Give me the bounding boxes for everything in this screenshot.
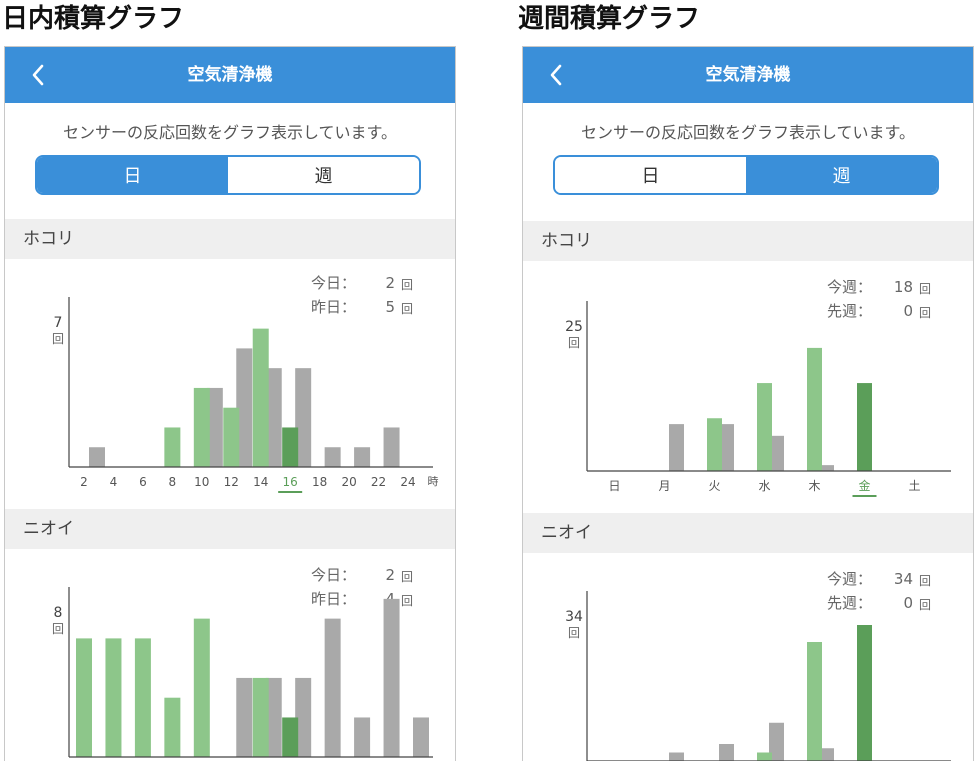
right-phone-screen: 空気清浄機 センサーの反応回数をグラフ表示しています。 日 週 ホコリ 今週： … xyxy=(522,46,974,761)
nav-title: 空気清浄機 xyxy=(5,47,455,103)
x-tick-label: 8 xyxy=(169,475,177,489)
x-tick-label: 24 xyxy=(400,475,415,489)
left-phone-screen: 空気清浄機 センサーの反応回数をグラフ表示しています。 日 週 ホコリ 今日： … xyxy=(4,46,456,761)
bar-gray xyxy=(89,447,105,467)
x-tick-label: 20 xyxy=(341,475,356,489)
x-tick-label: 2 xyxy=(80,475,88,489)
right-heading: 週間積算グラフ xyxy=(518,2,700,36)
x-tick-label: 18 xyxy=(312,475,327,489)
description: センサーの反応回数をグラフ表示しています。 xyxy=(523,119,973,143)
bar-green xyxy=(105,638,121,757)
x-tick-label: 土 xyxy=(908,479,920,493)
bar-green xyxy=(253,329,269,467)
section-dust: ホコリ xyxy=(5,219,455,259)
x-tick-label: 6 xyxy=(139,475,147,489)
stat-label: 今週： xyxy=(827,275,872,299)
bar-green xyxy=(807,642,822,761)
bar-green xyxy=(857,625,872,761)
x-tick-label: 日 xyxy=(608,479,620,493)
bar-green xyxy=(282,427,298,467)
stat-label: 今日： xyxy=(311,271,356,295)
bar-gray xyxy=(413,717,429,757)
nav-bar: 空気清浄機 xyxy=(5,47,455,103)
bar-gray xyxy=(384,599,400,757)
x-tick-label: 月 xyxy=(658,479,670,493)
section-odor: ニオイ xyxy=(5,509,455,549)
bar-green xyxy=(253,678,269,757)
bar-gray xyxy=(354,717,370,757)
period-segmented-control: 日 週 xyxy=(553,155,939,195)
x-tick-label: 10 xyxy=(194,475,209,489)
bar-green xyxy=(164,698,180,757)
stat-value: 2 xyxy=(385,271,395,295)
nav-title: 空気清浄機 xyxy=(523,47,973,103)
bar-gray xyxy=(325,447,341,467)
section-odor: ニオイ xyxy=(523,513,973,553)
period-segmented-control: 日 週 xyxy=(35,155,421,195)
dust-weekly-chart: 日月火水木金土 xyxy=(523,297,973,497)
bar-green xyxy=(707,418,722,471)
x-tick-label: 16 xyxy=(283,475,298,489)
bar-green xyxy=(757,383,772,471)
segment-day[interactable]: 日 xyxy=(555,157,746,193)
nav-bar: 空気清浄機 xyxy=(523,47,973,103)
bar-gray xyxy=(236,678,252,757)
section-dust: ホコリ xyxy=(523,221,973,261)
bar-gray xyxy=(354,447,370,467)
description: センサーの反応回数をグラフ表示しています。 xyxy=(5,119,455,143)
bar-green xyxy=(282,717,298,757)
bar-green xyxy=(194,388,210,467)
segment-week[interactable]: 週 xyxy=(746,157,937,193)
bar-green xyxy=(76,638,92,757)
segment-day[interactable]: 日 xyxy=(37,157,228,193)
bar-green xyxy=(194,619,210,757)
x-tick-label: 12 xyxy=(224,475,239,489)
x-tick-label: 金 xyxy=(858,478,870,493)
bar-green xyxy=(223,408,239,467)
left-heading: 日内積算グラフ xyxy=(2,2,184,36)
stat-value: 18 xyxy=(894,275,913,299)
x-tick-label: 22 xyxy=(371,475,386,489)
x-tick-label: 14 xyxy=(253,475,268,489)
x-tick-label: 火 xyxy=(708,479,720,493)
bar-gray xyxy=(719,744,734,761)
bar-green xyxy=(164,427,180,467)
x-unit-label: 時 xyxy=(428,475,439,488)
stat-today: 今日： 2 回 xyxy=(311,271,413,295)
bar-gray xyxy=(384,427,400,467)
bar-green xyxy=(135,638,151,757)
segment-week[interactable]: 週 xyxy=(228,157,419,193)
stat-this-week: 今週： 18 回 xyxy=(827,275,931,299)
bar-green xyxy=(857,383,872,471)
x-tick-label: 水 xyxy=(758,479,770,493)
bar-gray xyxy=(325,619,341,757)
x-tick-label: 4 xyxy=(110,475,118,489)
bar-gray xyxy=(669,424,684,471)
bar-green xyxy=(807,348,822,471)
x-tick-label: 木 xyxy=(808,479,820,493)
